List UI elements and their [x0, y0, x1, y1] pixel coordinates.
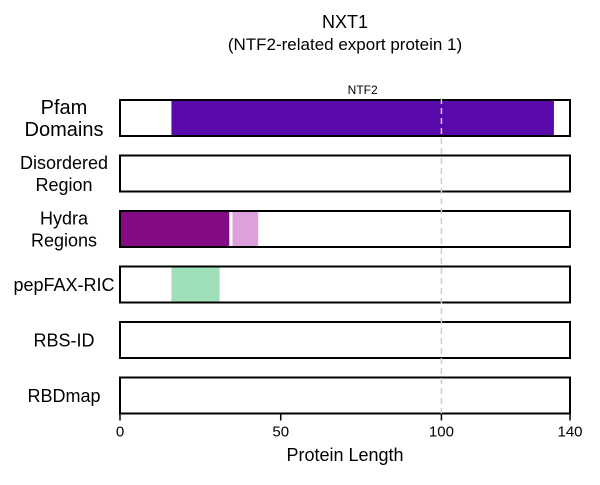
x-axis: 0 50 100 140	[116, 414, 583, 441]
segment-hydra-regions-2	[232, 211, 259, 247]
tracks-layer: NTF2 Pfam Domains Disordered Region Hydra Regi…	[13, 83, 571, 415]
track-frame-pepfax-ric	[119, 265, 571, 304]
track-rbs-id: RBS-ID	[33, 321, 571, 359]
track-label-hydra-regions: Hydra Regions	[31, 208, 97, 250]
track-hydra-regions: Hydra Regions	[31, 208, 571, 250]
track-rbdmap: RBDmap	[27, 376, 571, 415]
segment-label-pfam-domains-1: NTF2	[348, 83, 378, 97]
track-disordered-region: Disordered Region	[20, 153, 571, 195]
track-label-pfam-domains: Pfam Domains	[25, 97, 104, 141]
track-label-pepfax-ric: pepFAX-RIC	[13, 275, 114, 295]
x-tick-label-100: 100	[429, 424, 454, 441]
chart-title: NXT1	[322, 12, 368, 32]
track-frame-pfam-domains	[119, 99, 571, 137]
track-frame-hydra-regions	[119, 210, 571, 248]
track-label-rbdmap: RBDmap	[27, 386, 100, 406]
track-label-rbs-id: RBS-ID	[33, 330, 94, 350]
track-label-disordered-region: Disordered Region	[20, 153, 108, 195]
x-tick-label-0: 0	[116, 424, 124, 441]
x-tick-label-140: 140	[557, 424, 582, 441]
track-frame-disordered-region	[119, 154, 571, 193]
chart-subtitle: (NTF2-related export protein 1)	[228, 35, 462, 54]
segment-hydra-regions-1	[120, 211, 230, 247]
segment-pfam-domains-1	[171, 100, 554, 136]
track-pepfax-ric: pepFAX-RIC	[13, 265, 571, 304]
track-frame-rbs-id	[119, 321, 571, 359]
track-pfam-domains: NTF2 Pfam Domains	[25, 83, 571, 141]
segment-pepfax-ric-1	[171, 266, 220, 303]
x-axis-label: Protein Length	[286, 445, 403, 465]
track-frame-rbdmap	[119, 376, 571, 415]
x-tick-label-50: 50	[272, 424, 289, 441]
